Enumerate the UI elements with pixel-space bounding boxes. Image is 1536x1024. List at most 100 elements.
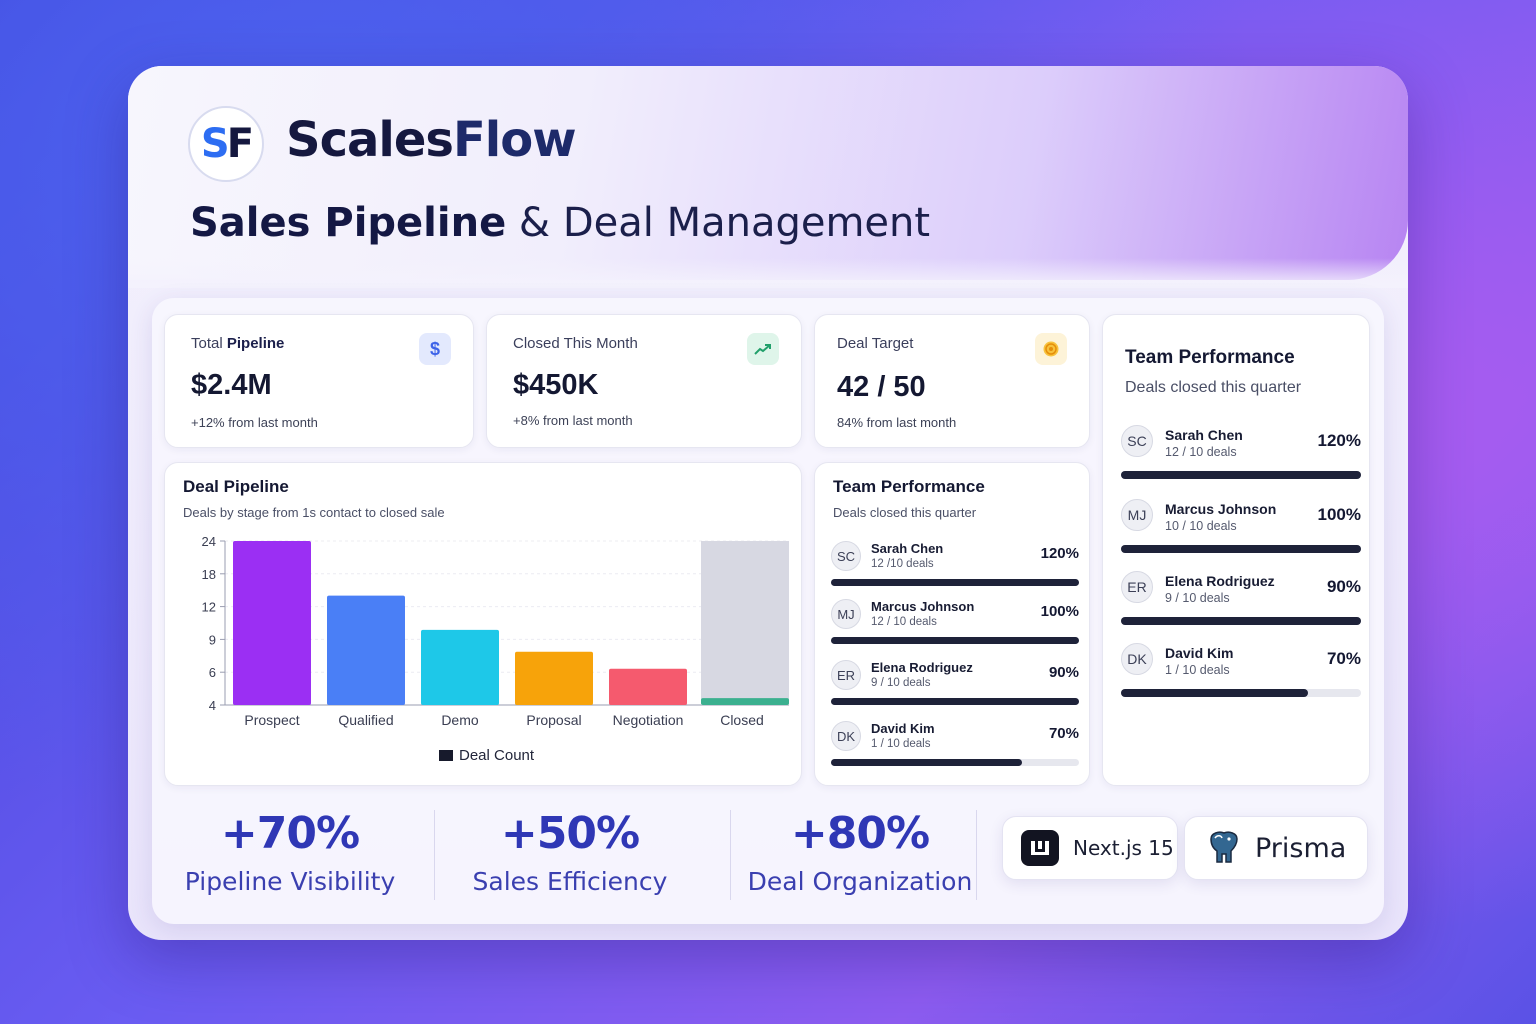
deal-pipeline-title: Deal Pipeline [183, 477, 289, 496]
avatar: SC [831, 541, 861, 571]
prisma-elephant-icon [1210, 831, 1238, 863]
team-member-row[interactable]: ER Elena Rodriguez 9 / 10 deals 90% [831, 660, 1079, 712]
member-name: Elena Rodriguez [1165, 573, 1275, 589]
member-name: David Kim [1165, 645, 1234, 661]
progress-track [831, 579, 1079, 586]
x-tick-label: Prospect [244, 712, 299, 728]
member-percent: 120% [1317, 431, 1361, 450]
stat-value: $2.4M [191, 369, 272, 401]
team-member-row[interactable]: MJ Marcus Johnson 12 / 10 deals 100% [831, 599, 1079, 651]
stat-label: Deal Target [837, 335, 913, 352]
member-percent: 70% [1048, 725, 1079, 742]
y-tick-label: 12 [202, 600, 216, 615]
y-tick-label: 9 [209, 632, 216, 647]
metric-divider [976, 810, 977, 900]
bar-proposal [515, 651, 593, 705]
progress-fill [831, 759, 1022, 766]
progress-fill [831, 579, 1079, 586]
brand-name-part1: Scales [286, 112, 454, 168]
member-deals: 12 / 10 deals [871, 616, 937, 628]
stat-value: 42 / 50 [837, 371, 926, 403]
team-performance-panel-small: Team Performance Deals closed this quart… [814, 462, 1090, 786]
team-member-row[interactable]: ER Elena Rodriguez 9 / 10 deals 90% [1121, 571, 1361, 631]
y-tick-label: 24 [202, 534, 216, 549]
member-name: Sarah Chen [1165, 427, 1243, 443]
y-tick-label: 4 [209, 698, 216, 713]
metric-divider [730, 810, 731, 900]
bar-qualified [327, 595, 405, 705]
avatar: DK [1121, 643, 1153, 675]
member-deals: 9 / 10 deals [1165, 591, 1230, 605]
avatar: DK [831, 721, 861, 751]
stat-change: +8% from last month [513, 413, 633, 428]
member-percent: 100% [1040, 603, 1079, 620]
member-percent: 90% [1048, 664, 1079, 681]
trending-up-icon [747, 333, 779, 365]
progress-track [831, 637, 1079, 644]
progress-fill [831, 637, 1079, 644]
progress-fill [1121, 689, 1309, 697]
member-percent: 120% [1040, 545, 1079, 562]
metric-label: Deal Organization [747, 867, 973, 896]
member-name: Marcus Johnson [871, 599, 975, 614]
member-name: David Kim [871, 721, 935, 736]
avatar: MJ [831, 599, 861, 629]
stat-card-total-pipeline[interactable]: Total Pipeline $2.4M +12% from last mont… [164, 314, 474, 448]
y-tick-label: 18 [202, 567, 216, 582]
member-name: Elena Rodriguez [871, 660, 973, 675]
legend-label: Deal Count [459, 747, 535, 764]
x-tick-label: Proposal [526, 712, 581, 728]
progress-fill [1121, 617, 1361, 625]
team-performance-subtitle: Deals closed this quarter [1125, 379, 1302, 396]
stat-label-prefix: Total [191, 335, 227, 352]
stat-label-text: Closed This Month [513, 335, 638, 352]
member-percent: 90% [1326, 577, 1361, 596]
tech-label: Prisma [1255, 832, 1347, 864]
team-member-row[interactable]: MJ Marcus Johnson 10 / 10 deals 100% [1121, 499, 1361, 559]
metric-value: +70% [220, 808, 360, 859]
deal-pipeline-subtitle: Deals by stage from 1s contact to closed… [183, 505, 445, 520]
trending-up-glyph [754, 344, 771, 355]
tech-badge-nextjs[interactable]: Next.js 15 [1002, 816, 1178, 880]
team-member-row[interactable]: SC Sarah Chen 12 /10 deals 120% [831, 541, 1079, 593]
bar-closed [701, 698, 789, 705]
team-member-row[interactable]: DK David Kim 1 / 10 deals 70% [831, 721, 1079, 773]
x-tick-label: Demo [441, 712, 479, 728]
team-member-row[interactable]: DK David Kim 1 / 10 deals 70% [1121, 643, 1361, 703]
avatar: MJ [1121, 499, 1153, 531]
page-title-rest: & Deal Management [506, 200, 931, 246]
metric-sales-efficiency: +50% Sales Efficiency [452, 808, 688, 896]
y-tick-label: 6 [209, 665, 216, 680]
progress-track [1121, 545, 1361, 553]
stat-card-closed-this-month[interactable]: Closed This Month $450K +8% from last mo… [486, 314, 802, 448]
dollar-glyph: $ [429, 338, 440, 359]
metric-divider [434, 810, 435, 900]
dashboard-panel: Total Pipeline $2.4M +12% from last mont… [152, 298, 1384, 924]
tech-label: Next.js 15 [1073, 836, 1174, 860]
x-tick-label: Negotiation [613, 712, 684, 728]
member-deals: 12 / 10 deals [1165, 445, 1237, 459]
x-tick-label: Qualified [338, 712, 393, 728]
avatar: ER [1121, 571, 1153, 603]
metric-deal-organization: +80% Deal Organization [742, 808, 978, 896]
progress-fill [1121, 545, 1361, 553]
stat-card-deal-target[interactable]: Deal Target 42 / 50 84% from last month [814, 314, 1090, 448]
logo-letter-f: F [226, 121, 254, 167]
metric-label: Sales Efficiency [472, 867, 668, 896]
avatar: SC [1121, 425, 1153, 457]
logo-letter-s: S [200, 121, 230, 167]
closed-column-highlight [701, 541, 789, 705]
metric-label: Pipeline Visibility [184, 867, 396, 896]
team-member-row[interactable]: SC Sarah Chen 12 / 10 deals 120% [1121, 425, 1361, 485]
tech-badge-prisma[interactable]: Prisma [1184, 816, 1368, 880]
bar-demo [421, 629, 499, 705]
avatar: ER [831, 660, 861, 690]
stat-label-text: Deal Target [837, 335, 914, 352]
progress-fill [1121, 471, 1361, 479]
bar-prospect [233, 541, 311, 705]
progress-track [1121, 617, 1361, 625]
nextjs-glyph [1031, 841, 1049, 855]
member-deals: 10 / 10 deals [1165, 519, 1237, 533]
